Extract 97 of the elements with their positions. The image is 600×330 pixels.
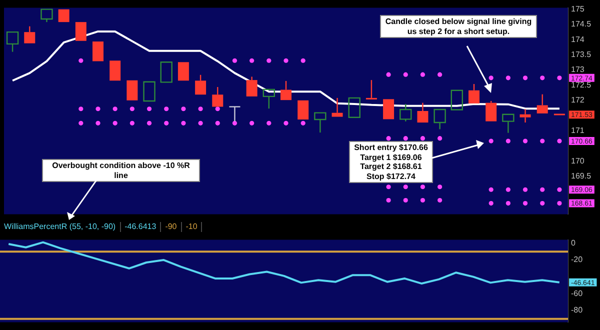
- point: [112, 120, 118, 126]
- point: [130, 106, 134, 112]
- point: [438, 136, 442, 141]
- point: [522, 200, 528, 206]
- point: [386, 72, 391, 77]
- point: [522, 138, 528, 144]
- point: [78, 58, 84, 63]
- point: [181, 106, 186, 112]
- point: [488, 200, 494, 206]
- point: [488, 76, 494, 80]
- text: -46.6413: [120, 222, 162, 232]
- point: [130, 120, 134, 126]
- y-tick-label: -80: [571, 306, 584, 315]
- point: [250, 120, 254, 126]
- point: [386, 184, 391, 190]
- y-tick-label: 0: [571, 238, 576, 248]
- point: [386, 136, 391, 141]
- point: [540, 76, 545, 80]
- point: [557, 187, 562, 192]
- point: [266, 58, 272, 63]
- y-tick-label: -20: [571, 255, 584, 264]
- point: [250, 58, 254, 63]
- candlestick: [246, 76, 258, 96]
- text: -90: [161, 222, 182, 232]
- point: [78, 106, 84, 112]
- point: [420, 198, 426, 203]
- point: [438, 72, 442, 77]
- annotation: Overbought condition above -10 %R line: [42, 159, 200, 182]
- candlestick: [262, 88, 276, 110]
- point: [146, 106, 152, 112]
- point: [488, 187, 494, 192]
- point: [232, 58, 238, 63]
- point: [300, 58, 306, 63]
- y-tick-label: 171: [571, 126, 585, 135]
- candlestick: [366, 79, 377, 100]
- point: [112, 106, 118, 112]
- point: [557, 138, 562, 144]
- candlestick: [332, 97, 343, 117]
- y-tick-label: 174.5: [571, 20, 592, 29]
- point: [506, 187, 510, 192]
- y-tick-label: 174: [571, 34, 585, 44]
- y-tick-label: 170: [571, 156, 585, 166]
- point: [164, 120, 169, 126]
- point: [506, 200, 510, 206]
- y-tick-label: 175: [571, 4, 585, 14]
- point: [181, 120, 186, 126]
- candlestick: [40, 8, 53, 23]
- point: [540, 200, 545, 206]
- point: [198, 106, 203, 112]
- candlestick: [434, 108, 446, 130]
- point: [488, 138, 494, 144]
- point: [403, 136, 408, 141]
- point: [420, 72, 426, 77]
- point: [300, 120, 306, 126]
- y-tick-label: 169.5: [571, 171, 592, 180]
- point: [386, 198, 391, 203]
- point: [557, 76, 562, 80]
- y-tick-label: -60: [571, 288, 584, 298]
- point: [232, 120, 238, 126]
- candlestick: [520, 108, 531, 124]
- point: [557, 200, 562, 206]
- y-tick-label: 172.5: [571, 80, 592, 90]
- text: -10: [182, 222, 202, 232]
- point: [146, 120, 152, 126]
- point: [284, 120, 288, 126]
- point: [96, 120, 100, 126]
- candlestick: [417, 102, 428, 123]
- point: [438, 198, 442, 203]
- point: [164, 106, 169, 112]
- annotation: Candle closed below signal line giving us step 2 for a short setup.: [380, 15, 537, 38]
- point: [420, 136, 426, 141]
- point: [266, 120, 272, 126]
- chart-title: WilliamsPercentR (55, -10, -90): [0, 222, 121, 232]
- point: [215, 106, 220, 112]
- candlestick: [314, 112, 326, 134]
- point: [522, 187, 528, 192]
- point: [215, 120, 220, 126]
- point: [78, 120, 84, 126]
- point: [403, 184, 408, 190]
- candlestick: [536, 94, 548, 114]
- point: [540, 187, 545, 192]
- point: [506, 76, 510, 80]
- point: [284, 58, 288, 63]
- y-tick-label: 172: [571, 96, 585, 105]
- annotation: Short entry $170.66 Target 1 $169.06 Target 2 $168.61 Stop $172.74: [349, 141, 433, 183]
- point: [198, 120, 203, 126]
- point: [438, 184, 442, 190]
- point: [403, 72, 408, 77]
- point: [540, 138, 545, 144]
- point: [96, 106, 100, 112]
- point: [506, 138, 510, 144]
- y-tick-label: 173.5: [571, 50, 592, 60]
- point: [420, 184, 426, 190]
- candlestick: [502, 114, 514, 134]
- point: [522, 76, 528, 80]
- point: [403, 198, 408, 203]
- y-tick-label: 173: [571, 65, 585, 74]
